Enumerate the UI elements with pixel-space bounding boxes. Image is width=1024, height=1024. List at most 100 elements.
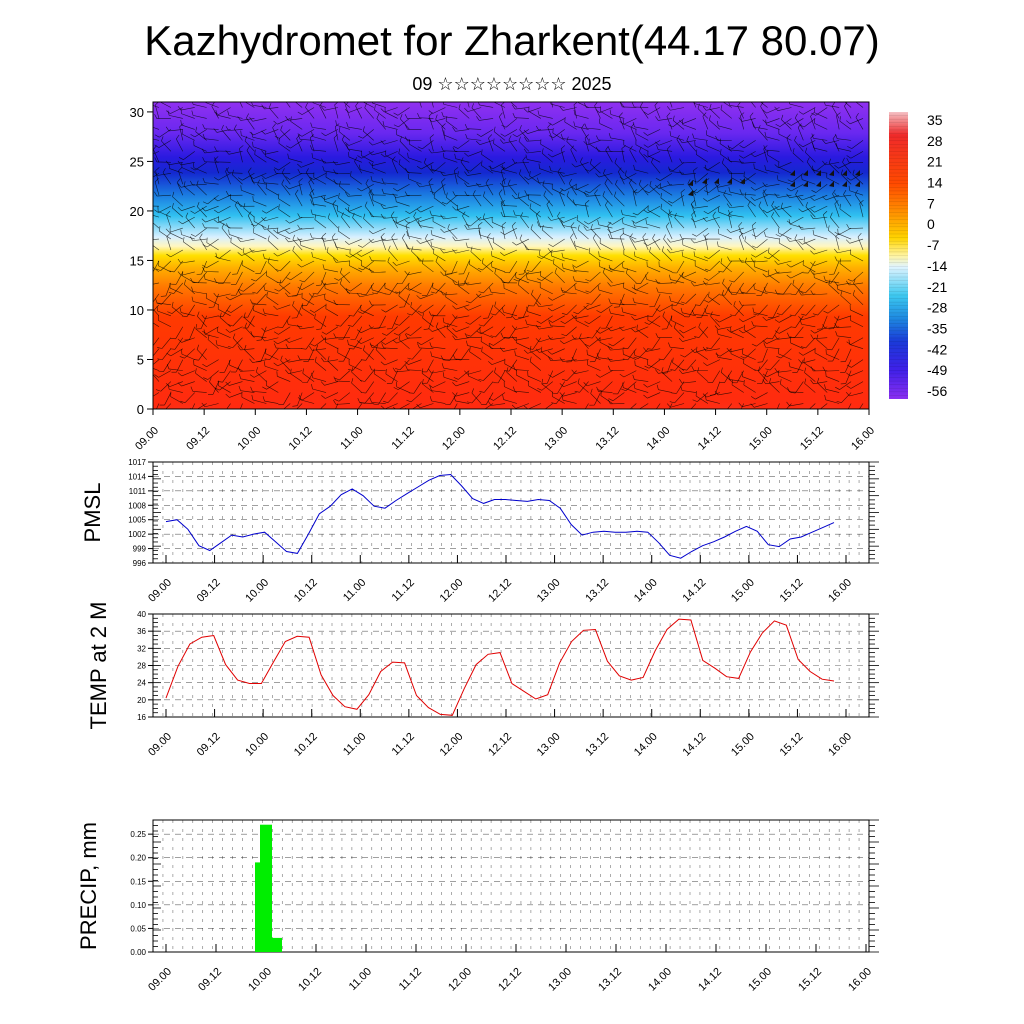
wind-barb (170, 232, 183, 240)
wind-barb (365, 183, 375, 196)
wind-barb-flag (827, 225, 830, 231)
wind-barb (407, 271, 422, 276)
wind-barb (813, 293, 828, 296)
wind-barb-flag (421, 368, 424, 374)
wind-barb-flag (832, 189, 836, 195)
wind-barb (354, 161, 363, 174)
wind-barb (658, 370, 673, 374)
temp-x-tick-label: 11.00 (341, 731, 368, 758)
wind-barb-flag (334, 377, 340, 381)
wind-barb-flag (540, 346, 543, 352)
wind-barb (618, 171, 625, 185)
wind-barb (371, 271, 386, 273)
wind-barb-flag (493, 126, 496, 132)
wind-barb-flag (478, 378, 484, 381)
wind-barb-flag (297, 237, 301, 242)
wind-barb (849, 118, 864, 125)
wind-barb (197, 316, 207, 327)
wind-barb (181, 124, 195, 130)
wind-barb (428, 181, 434, 196)
wind-barb (432, 381, 446, 388)
wind-barb-flag (464, 332, 468, 338)
wind-barb (826, 353, 840, 360)
temp-x-tick-label: 16.00 (826, 731, 854, 759)
wind-barb-flag (658, 358, 664, 361)
wind-barb-flag (321, 280, 325, 285)
wind-barb-flag (775, 234, 781, 237)
wind-barb-flag (810, 208, 815, 213)
wind-barb-flag (669, 131, 672, 137)
wind-barb-flag (800, 411, 805, 413)
wind-barb (724, 282, 733, 296)
wind-barb (842, 162, 852, 174)
wind-barb (281, 271, 291, 284)
wind-barb-flag (500, 278, 504, 283)
wind-barb-flag (511, 222, 516, 227)
wind-barb (640, 271, 649, 284)
wind-barb (300, 216, 315, 219)
precip-x-tick-label: 14.12 (696, 966, 724, 994)
wind-barb-flag (536, 211, 540, 216)
wind-barb (562, 138, 577, 141)
wind-barb (516, 374, 530, 382)
wind-barb (391, 370, 398, 384)
wind-barb (541, 229, 553, 240)
wind-barb (765, 136, 780, 141)
wind-barb-flag (678, 369, 683, 374)
wind-barb-flag (238, 288, 244, 292)
wind-barb (481, 165, 494, 174)
wind-barb (839, 263, 852, 273)
wind-barb (193, 103, 207, 108)
wind-barb (754, 266, 768, 273)
wind-barb-flag (190, 277, 193, 283)
wind-barb (589, 271, 601, 282)
wind-barb-flag (560, 145, 566, 149)
wind-barb (539, 115, 553, 119)
wind-barb-flag (720, 149, 722, 155)
wind-barb-flag (632, 220, 635, 226)
wind-barb-flag (788, 102, 791, 105)
wind-barb (282, 315, 291, 328)
wind-barb (294, 102, 303, 108)
wind-barb (314, 219, 327, 229)
wind-barb-flag (697, 103, 700, 109)
wind-barb (566, 370, 577, 381)
wind-barb-flag (618, 167, 622, 172)
wind-barb-flag (691, 309, 695, 315)
wind-barb (592, 237, 601, 251)
wind-barb (816, 162, 828, 172)
wind-barb (585, 203, 589, 218)
wind-barb (694, 256, 708, 262)
wind-barb (292, 250, 303, 262)
wind-barb (364, 370, 374, 382)
wind-barb (288, 238, 303, 243)
wind-barb-flag (202, 223, 205, 228)
wind-barb (706, 107, 720, 111)
wind-barb-flag (311, 384, 313, 390)
wind-barb (503, 399, 518, 404)
wind-barb (228, 172, 243, 174)
wind-barb-flag (500, 200, 504, 206)
y-tick-label: 5 (137, 352, 144, 367)
wind-barb (420, 216, 434, 222)
wind-barb-flag (417, 113, 420, 118)
wind-barb (655, 403, 661, 409)
wind-barb-flag (739, 232, 743, 237)
wind-barb (247, 215, 255, 229)
wind-barb (540, 275, 553, 284)
wind-barb-flag (810, 196, 815, 201)
x-tick-label: 09.12 (184, 425, 212, 453)
wind-barb (705, 348, 720, 352)
wind-barb (731, 384, 744, 393)
x-tick-label: 14.12 (696, 425, 724, 453)
wind-barb-flag (292, 245, 295, 251)
wind-barb-flag (251, 132, 254, 138)
wind-barb (851, 359, 864, 368)
colorbar-label: -56 (927, 383, 947, 399)
wind-barb (504, 129, 518, 137)
wind-barb-flag (251, 102, 253, 106)
wind-barb (277, 118, 291, 125)
wind-barb-flag (751, 234, 757, 238)
wind-barb-flag (584, 190, 590, 194)
wind-barb-flag (251, 278, 256, 282)
